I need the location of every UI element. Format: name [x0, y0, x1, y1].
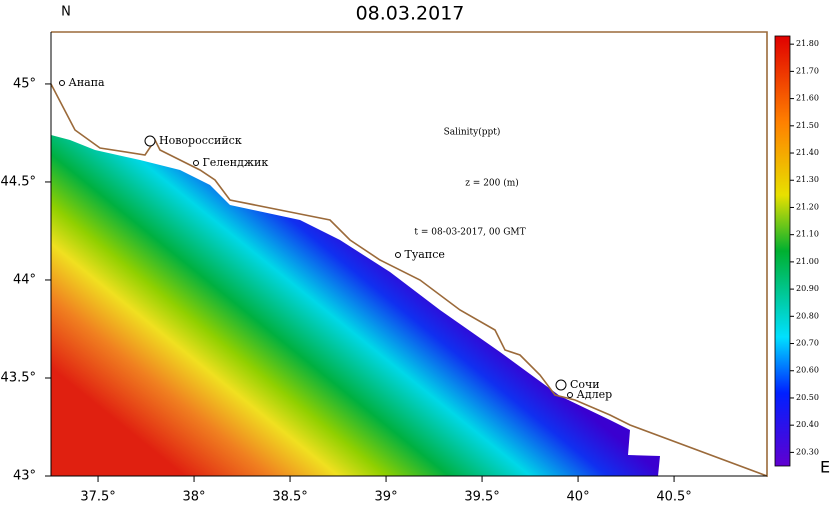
colorbar-tick-label: 21.20 [796, 202, 819, 211]
city-label: Геленджик [203, 156, 269, 169]
colorbar [774, 35, 791, 467]
city-marker [555, 379, 567, 391]
city-label: Сочи [570, 378, 600, 391]
city-marker [144, 135, 156, 147]
lon-tick-label: 40° [567, 490, 590, 505]
lat-tick-label: 44.5° [1, 174, 36, 189]
colorbar-tick-label: 21.40 [796, 148, 819, 157]
colorbar-tick-label: 21.80 [796, 39, 819, 48]
coastline [50, 31, 768, 478]
colorbar-tick-label: 20.50 [796, 393, 819, 402]
city-marker [193, 160, 199, 166]
city-marker [567, 392, 573, 398]
north-label: N [61, 5, 71, 20]
colorbar-tick-label: 20.80 [796, 311, 819, 320]
city-marker [395, 252, 401, 258]
salinity-field [51, 135, 660, 476]
colorbar-tick-label: 21.10 [796, 230, 819, 239]
lat-tick-label: 44° [13, 272, 36, 287]
map-title: 08.03.2017 [356, 3, 465, 25]
city-label: Анапа [69, 76, 106, 89]
colorbar-tick-label: 20.40 [796, 420, 819, 429]
colorbar-tick-label: 20.30 [796, 447, 819, 456]
colorbar-tick-label: 21.50 [796, 121, 819, 130]
east-label: E [820, 458, 830, 477]
city-label: Новороссийск [159, 134, 242, 147]
city-marker [59, 80, 65, 86]
colorbar-tick-label: 20.90 [796, 284, 819, 293]
annotation: t = 08-03-2017, 00 GMT [414, 228, 525, 238]
lon-tick-label: 39° [375, 490, 398, 505]
colorbar-tick-label: 21.00 [796, 257, 819, 266]
colorbar-tick-label: 21.30 [796, 175, 819, 184]
annotation: z = 200 (m) [465, 178, 519, 189]
city-label: Адлер [577, 388, 613, 401]
lon-tick-label: 40.5° [656, 490, 691, 505]
annotation: Salinity(ppt) [444, 127, 501, 138]
colorbar-tick-label: 21.60 [796, 94, 819, 103]
lon-tick-label: 38° [183, 490, 206, 505]
lon-tick-label: 37.5° [80, 490, 115, 505]
lat-tick-label: 43° [13, 469, 36, 484]
colorbar-tick-label: 21.70 [796, 66, 819, 75]
colorbar-tick-label: 20.60 [796, 366, 819, 375]
colorbar-tick-label: 20.70 [796, 339, 819, 348]
lon-tick-label: 39.5° [464, 490, 499, 505]
city-label: Туапсе [405, 248, 445, 261]
lat-tick-label: 45° [13, 76, 36, 91]
lon-tick-label: 38.5° [272, 490, 307, 505]
lat-tick-label: 43.5° [1, 370, 36, 385]
